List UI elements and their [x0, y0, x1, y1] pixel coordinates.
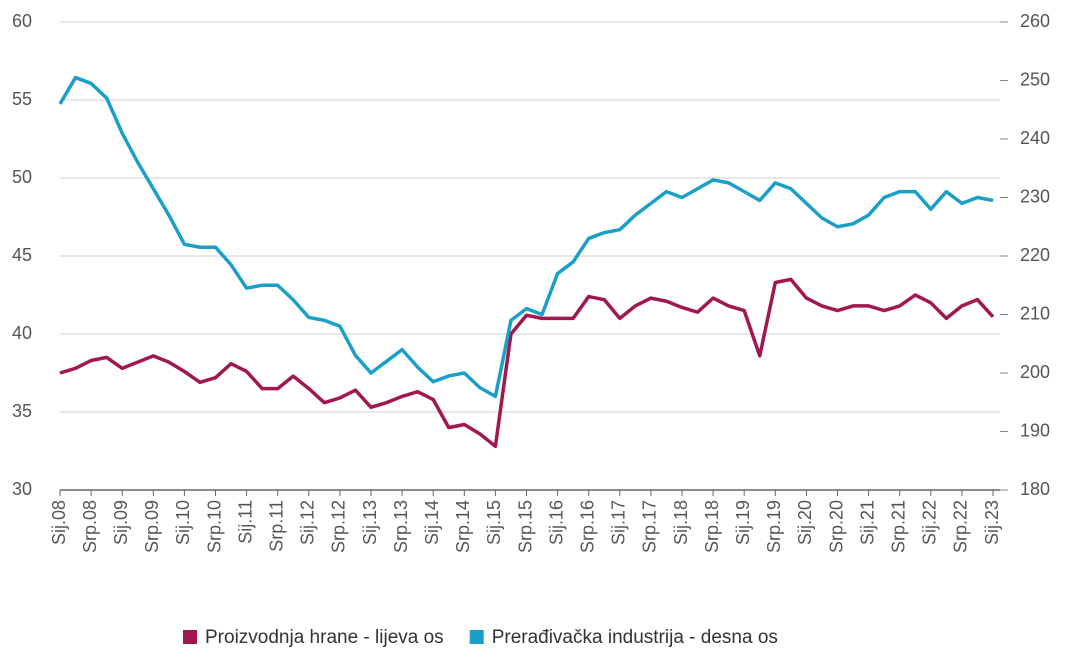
x-tick-label: Srp.15: [515, 500, 535, 553]
legend-label: Proizvodnja hrane - lijeva os: [205, 627, 444, 648]
x-tick-label: Sij.14: [422, 500, 442, 545]
x-tick-label: Sij.17: [609, 500, 629, 545]
x-tick-label: Srp.12: [329, 500, 349, 553]
x-tick-label: Srp.14: [453, 500, 473, 553]
y-tick-label: 55: [12, 89, 32, 109]
x-tick-label: Sij.13: [360, 500, 380, 545]
y-tick-label: 40: [12, 323, 32, 343]
x-tick-label: Sij.11: [235, 500, 255, 544]
y-tick-label: 50: [12, 167, 32, 187]
x-tick-label: Sij.19: [733, 500, 753, 545]
x-tick-label: Sij.20: [795, 500, 815, 545]
x-tick-label: Srp.21: [888, 500, 908, 553]
x-tick-label: Srp.17: [640, 500, 660, 553]
series-line: [58, 75, 994, 399]
legend-label: Prerađivačka industrija - desna os: [492, 627, 778, 648]
x-tick-label: Srp.18: [702, 500, 722, 553]
y2-tick-label: 230: [1020, 186, 1050, 206]
x-tick-label: Srp.13: [391, 500, 411, 553]
x-tick-label: Srp.19: [764, 500, 784, 553]
x-tick-label: Sij.09: [111, 500, 131, 545]
legend-swatch: [469, 630, 484, 644]
series-line: [59, 277, 995, 449]
y2-tick-label: 210: [1020, 303, 1050, 323]
legend: Proizvodnja hrane - lijeva os Prerađivačk…: [183, 627, 778, 648]
x-tick-label: Sij.23: [982, 500, 1002, 545]
y2-tick-label: 190: [1020, 420, 1050, 440]
y2-tick-label: 250: [1020, 69, 1050, 89]
x-tick-label: Srp.11: [266, 500, 286, 552]
legend-swatch: [183, 630, 197, 644]
x-tick-label: Srp.09: [142, 500, 162, 553]
x-tick-label: Srp.20: [826, 500, 846, 553]
x-tick-label: Sij.10: [173, 500, 193, 545]
y2-tick-label: 220: [1020, 245, 1050, 265]
x-tick-label: Sij.16: [546, 500, 566, 545]
x-tick-label: Srp.16: [577, 500, 597, 553]
y-tick-label: 60: [12, 11, 32, 31]
x-tick-label: Srp.22: [951, 500, 971, 553]
x-tick-label: Sij.15: [484, 500, 504, 545]
x-tick-label: Sij.08: [49, 500, 69, 545]
x-tick-label: Sij.18: [671, 500, 691, 545]
y2-tick-label: 240: [1020, 128, 1050, 148]
y2-tick-label: 200: [1020, 362, 1050, 382]
y-tick-label: 45: [12, 245, 32, 265]
x-tick-label: Sij.22: [920, 500, 940, 545]
x-tick-label: Srp.10: [204, 500, 224, 553]
x-tick-label: Sij.12: [298, 500, 318, 545]
x-tick-label: Srp.08: [80, 500, 100, 553]
y-tick-label: 30: [12, 479, 32, 499]
y2-tick-label: 180: [1020, 479, 1050, 499]
y-tick-label: 35: [12, 401, 32, 421]
x-tick-label: Sij.21: [857, 500, 877, 545]
y2-tick-label: 260: [1020, 11, 1050, 31]
